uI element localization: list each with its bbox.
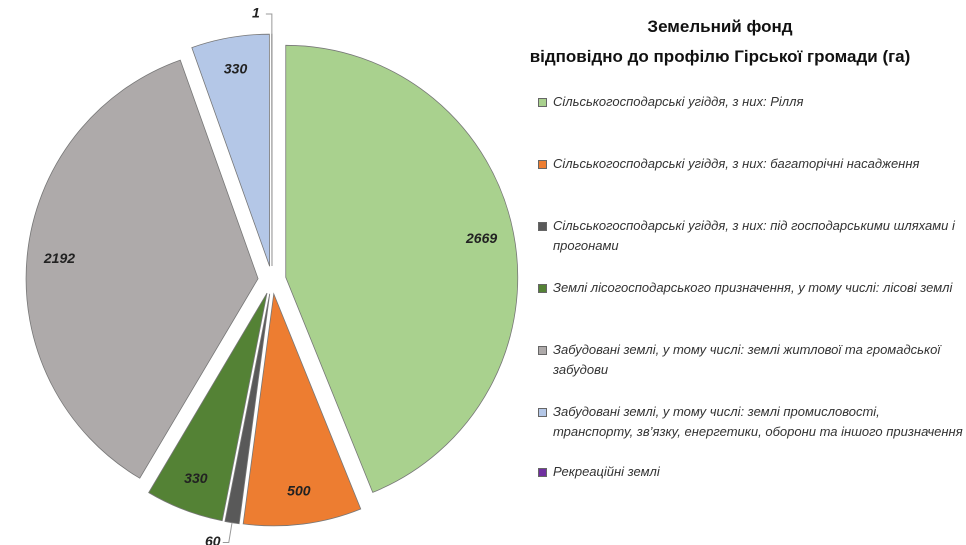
legend-label: Землі лісогосподарського призначення, у … [553, 280, 953, 295]
legend-item: Забудовані землі, у тому числі: землі пр… [538, 402, 963, 442]
data-label: 330 [184, 470, 208, 486]
data-label: 1 [252, 5, 260, 21]
pie-slice [285, 44, 519, 493]
legend-swatch [538, 160, 547, 169]
pie-slice [25, 59, 259, 479]
pie-slice [148, 292, 268, 522]
legend-swatch [538, 346, 547, 355]
pie-slice [191, 33, 271, 267]
legend-item: Рекреаційні землі [538, 462, 963, 482]
data-label: 2669 [465, 230, 497, 246]
title-block: Земельний фонд відповідно до профілю Гір… [470, 12, 966, 72]
legend-label: Забудовані землі, у тому числі: землі жи… [553, 342, 941, 377]
legend-swatch [538, 468, 547, 477]
legend-label: Рекреаційні землі [553, 464, 660, 479]
data-label: 330 [224, 60, 248, 76]
legend-swatch [538, 98, 547, 107]
legend-item: Землі лісогосподарського призначення, у … [538, 278, 963, 298]
legend-swatch [538, 408, 547, 417]
legend-swatch [538, 222, 547, 231]
legend-item: Забудовані землі, у тому числі: землі жи… [538, 340, 963, 380]
chart-title: Земельний фонд [647, 17, 793, 36]
legend-item: Сільськогосподарські угіддя, з них: бага… [538, 154, 963, 174]
legend-item: Сільськогосподарські угіддя, з них: Рілл… [538, 92, 963, 112]
legend-label: Сільськогосподарські угіддя, з них: бага… [553, 156, 920, 171]
legend-item: Сільськогосподарські угіддя, з них: під … [538, 216, 963, 256]
pie-slice [242, 292, 362, 527]
data-label: 60 [205, 533, 221, 545]
leader-line [222, 522, 233, 543]
legend-label: Забудовані землі, у тому числі: землі пр… [553, 404, 963, 439]
legend-label: Сільськогосподарські угіддя, з них: під … [553, 218, 955, 253]
leader-line [265, 13, 273, 35]
legend-swatch [538, 284, 547, 293]
data-label: 500 [287, 483, 311, 499]
chart-subtitle: відповідно до профілю Гірської громади (… [529, 47, 911, 66]
legend-label: Сільськогосподарські угіддя, з них: Рілл… [553, 94, 804, 109]
data-label: 2192 [43, 250, 75, 266]
